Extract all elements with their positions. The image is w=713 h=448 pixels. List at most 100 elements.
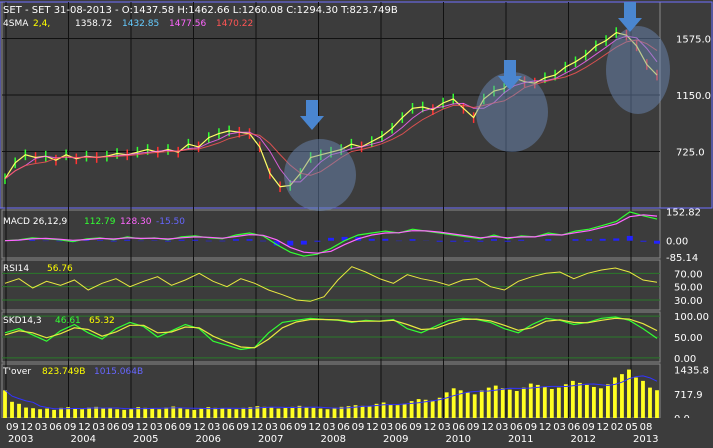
x-tick-month: 09 (352, 422, 365, 433)
x-tick-month: 12 (366, 422, 379, 433)
macd-y-tick-1: 0.00 (666, 237, 688, 248)
turnover-bar (557, 388, 561, 418)
macd-value-3: -15.50 (156, 217, 185, 227)
turnover-bar (389, 405, 393, 419)
turnover-bar (634, 378, 638, 419)
rsi-y-tick-2: 30.00 (674, 296, 703, 307)
turnover-bar (368, 407, 372, 418)
macd-hist-bar (124, 240, 130, 241)
macd-hist-bar (165, 241, 171, 242)
grid (0, 2, 712, 418)
skd-value-2: 65.32 (89, 316, 115, 326)
x-tick-month: 03 (553, 422, 566, 433)
macd-hist-bar (437, 241, 443, 242)
macd-y-tick-0: 152.82 (666, 207, 701, 218)
x-tick-month: 02 (611, 422, 624, 433)
turnover-bar (178, 408, 182, 418)
macd-hist-bar (477, 241, 483, 242)
turnover-bar (529, 384, 533, 418)
macd-hist-bar (464, 241, 470, 242)
turnover-bar (73, 409, 77, 418)
x-tick-month: 09 (64, 422, 77, 433)
macd-hist-bar (206, 241, 212, 242)
x-tick-month: 12 (424, 422, 437, 433)
ma-label: 4SMA (3, 19, 29, 29)
ma-value-2: 1432.85 (122, 19, 159, 29)
macd-hist-bar (328, 238, 334, 241)
ma-value-3: 1477.56 (169, 19, 206, 29)
x-tick-month: 03 (92, 422, 105, 433)
x-tick-month: 12 (78, 422, 91, 433)
turnover-bar (108, 408, 112, 418)
x-tick-year: 2004 (71, 434, 96, 444)
turnover-bar (508, 390, 512, 418)
turnover-bar (45, 409, 49, 418)
macd-hist-bar (314, 241, 320, 242)
x-tick-year: 2011 (508, 434, 533, 444)
x-tick-month: 09 (409, 422, 422, 433)
macd-hist-bar (573, 239, 579, 241)
skd-y-tick-2: 0.00 (674, 354, 696, 365)
x-tick-month: 12 (308, 422, 321, 433)
x-tick-month: 12 (481, 422, 494, 433)
turnover-bar (480, 390, 484, 418)
macd-hist-bar (219, 241, 225, 242)
rsi-y-tick-1: 50.00 (674, 283, 703, 294)
x-tick-year: 2013 (633, 434, 658, 444)
turnover-bar (241, 408, 245, 418)
macd-hist-bar (192, 240, 198, 241)
turnover-bar (122, 410, 126, 418)
turnover-bar (115, 409, 119, 418)
skd-header: SKD14,3 (3, 316, 42, 326)
turnover-bar (403, 404, 407, 418)
turnover-bar (424, 400, 428, 418)
x-tick-month: 06 (337, 422, 350, 433)
macd-value-2: 128.30 (120, 217, 152, 227)
x-tick-month: 08 (640, 422, 653, 433)
price-header: SET - SET 31-08-2013 - O:1437.58 H:1462.… (3, 5, 398, 16)
turnover-bar (550, 389, 554, 418)
turnover-bar (648, 388, 652, 418)
turnover-bar (59, 408, 63, 418)
turnover-bar (143, 408, 147, 418)
macd-hist-bar (301, 241, 307, 245)
ma-value-1: 1358.72 (75, 19, 112, 29)
x-tick-month: 09 (236, 422, 249, 433)
x-tick-month: 03 (208, 422, 221, 433)
x-tick-month: 03 (438, 422, 451, 433)
turnover-bar (227, 409, 231, 418)
turnover-bar (305, 407, 309, 418)
macd-hist-bar (450, 241, 456, 242)
turnover-bar (571, 381, 575, 418)
turnover-bar (284, 408, 288, 418)
turnover-bar (445, 392, 449, 418)
turnover-bar (157, 409, 161, 418)
turnover-bar (361, 406, 365, 418)
macd-hist-bar (56, 241, 62, 242)
turnover-bar (599, 388, 603, 418)
x-tick-year: 2003 (8, 434, 33, 444)
ma-params: 2,4, (33, 19, 50, 29)
turnover-bar (312, 408, 316, 418)
macd-hist-bar (233, 239, 239, 241)
turnover-bar (87, 408, 91, 418)
x-tick-month: 03 (265, 422, 278, 433)
turnover-bar (31, 408, 35, 418)
x-tick-year: 2012 (571, 434, 596, 444)
x-tick-month: 09 (467, 422, 480, 433)
turnover-bar (80, 409, 84, 418)
x-tick-year: 2007 (258, 434, 283, 444)
x-tick-month: 03 (496, 422, 509, 433)
turnover-bar (620, 374, 624, 418)
x-tick-month: 06 (222, 422, 235, 433)
turnover-bar (319, 409, 323, 418)
x-tick-month: 12 (251, 422, 264, 433)
x-tick-month: 03 (323, 422, 336, 433)
x-tick-month: 03 (35, 422, 48, 433)
macd-y-tick-2: -85.14 (666, 253, 698, 264)
macd-hist-bar (627, 236, 633, 241)
panel-frame-rsi (2, 260, 660, 310)
turnover-bar (501, 388, 505, 418)
macd-header: MACD 26,12,9 (3, 217, 67, 227)
